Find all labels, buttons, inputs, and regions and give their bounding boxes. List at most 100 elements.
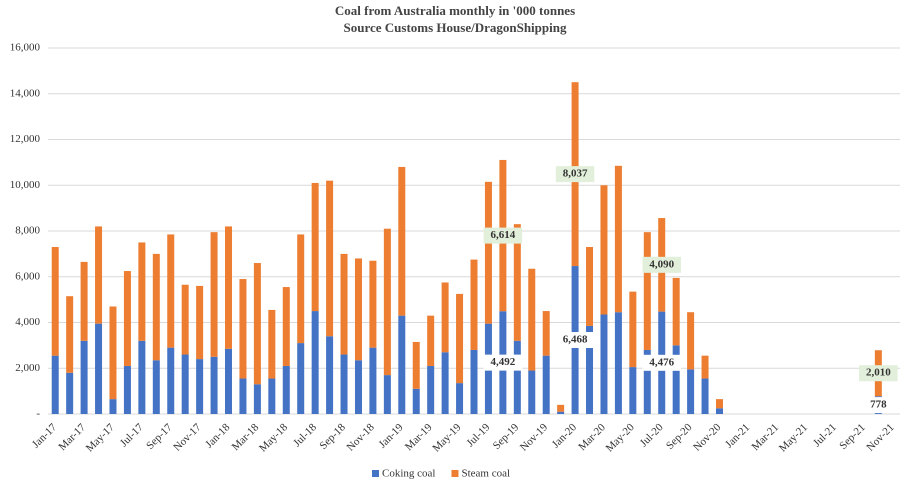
- bar-segment: [470, 349, 478, 414]
- bar-segment: [672, 345, 680, 414]
- bar-segment: [701, 355, 709, 379]
- value-label-box: [555, 332, 595, 349]
- bar-segment: [311, 311, 319, 414]
- x-tick-label: Mar-19: [403, 421, 435, 453]
- bar-segment: [456, 383, 464, 414]
- bar-segment: [138, 340, 146, 414]
- value-label-box: [483, 227, 523, 244]
- bar-segment: [225, 226, 233, 349]
- bar-segment: [629, 291, 637, 368]
- value-label: 6,614: [491, 229, 516, 241]
- legend-label: Coking coal: [382, 468, 435, 480]
- bar-segment: [600, 314, 608, 414]
- bar-segment: [109, 399, 117, 414]
- bar-segment: [167, 347, 175, 414]
- x-tick-label: Nov-19: [518, 421, 551, 454]
- x-tick-label: Jul-18: [291, 421, 319, 449]
- y-tick-label: 4,000: [15, 316, 40, 328]
- bar-segment: [123, 365, 131, 414]
- x-tick-label: Nov-21: [864, 421, 896, 453]
- x-tick-label: Sep-17: [144, 421, 175, 452]
- value-label-box: [859, 365, 898, 382]
- value-label: 778: [870, 399, 887, 411]
- value-label: 4,476: [649, 356, 674, 368]
- bar-segment: [542, 311, 550, 356]
- bar-segment: [383, 375, 391, 414]
- x-tick-label: Sep-21: [837, 421, 868, 452]
- bar-segment: [167, 234, 175, 348]
- bar-segment: [282, 365, 290, 414]
- bar-segment: [66, 372, 74, 414]
- bar-segment: [441, 282, 449, 353]
- y-tick-label: 12,000: [10, 133, 41, 145]
- bar-segment: [557, 411, 565, 414]
- legend-label: Steam coal: [461, 468, 510, 480]
- bar-segment: [383, 228, 391, 376]
- bar-segment: [369, 347, 377, 414]
- bar-segment: [484, 181, 492, 324]
- x-tick-label: Jul-20: [638, 421, 666, 449]
- bar-segment: [152, 253, 160, 361]
- y-tick-label: 10,000: [10, 179, 41, 191]
- chart-title: Coal from Australia monthly in '000 tonn…: [335, 3, 575, 18]
- bar-segment: [340, 253, 348, 355]
- bar-segment: [66, 296, 74, 373]
- bar-segment: [152, 360, 160, 414]
- bar-segment: [427, 365, 435, 414]
- bar-segment: [586, 247, 594, 326]
- bar-segment: [369, 260, 377, 348]
- value-label: 6,468: [563, 334, 588, 346]
- x-tick-label: Nov-18: [345, 421, 378, 454]
- bar-segment: [354, 258, 362, 361]
- x-tick-label: Jan-18: [203, 421, 233, 451]
- x-tick-label: Jul-19: [464, 421, 492, 449]
- x-tick-label: May-21: [777, 421, 810, 454]
- value-label-box: [555, 166, 595, 183]
- bar-segment: [340, 354, 348, 414]
- bar-segment: [456, 293, 464, 384]
- bar-segment: [282, 287, 290, 366]
- bar-segment: [354, 360, 362, 414]
- value-label-box: [642, 256, 681, 273]
- value-label: 4,492: [491, 356, 516, 368]
- x-tick-label: Jul-21: [811, 421, 839, 449]
- x-tick-label: Jul-17: [118, 421, 146, 449]
- bar-segment: [398, 166, 406, 316]
- bar-segment: [672, 277, 680, 346]
- bar-segment: [196, 359, 204, 414]
- bar-segment: [109, 306, 117, 400]
- x-tick-label: May-18: [257, 421, 290, 454]
- x-tick-label: May-17: [84, 421, 117, 454]
- bar-segment: [297, 234, 305, 344]
- bar-segment: [80, 340, 88, 414]
- legend-swatch: [451, 470, 459, 477]
- bar-segment: [715, 408, 723, 414]
- bar-segment: [239, 378, 247, 414]
- bar-segment: [95, 226, 103, 324]
- bar-segment: [470, 259, 478, 350]
- value-label-box: [642, 354, 681, 371]
- x-tick-label: Sep-20: [664, 421, 695, 452]
- y-tick-label: 8,000: [15, 225, 40, 237]
- bar-segment: [412, 341, 420, 389]
- value-label-box: [483, 354, 523, 371]
- bar-segment: [687, 312, 695, 370]
- bar-segment: [528, 268, 536, 371]
- bar-segment: [715, 399, 723, 409]
- bar-segment: [268, 309, 276, 379]
- bar-segment: [557, 404, 565, 412]
- bar-segment: [398, 315, 406, 414]
- bar-segment: [311, 182, 319, 312]
- bar-segment: [542, 355, 550, 414]
- bar-segment: [528, 370, 536, 414]
- y-tick-label: 16,000: [10, 42, 41, 54]
- y-tick-label: 6,000: [15, 270, 40, 282]
- bar-segment: [629, 367, 637, 414]
- bar-segment: [643, 349, 651, 414]
- x-tick-label: Sep-19: [491, 421, 522, 452]
- bar-segment: [326, 336, 334, 414]
- bar-segment: [268, 378, 276, 414]
- bar-segment: [427, 315, 435, 366]
- bar-segment: [513, 340, 521, 414]
